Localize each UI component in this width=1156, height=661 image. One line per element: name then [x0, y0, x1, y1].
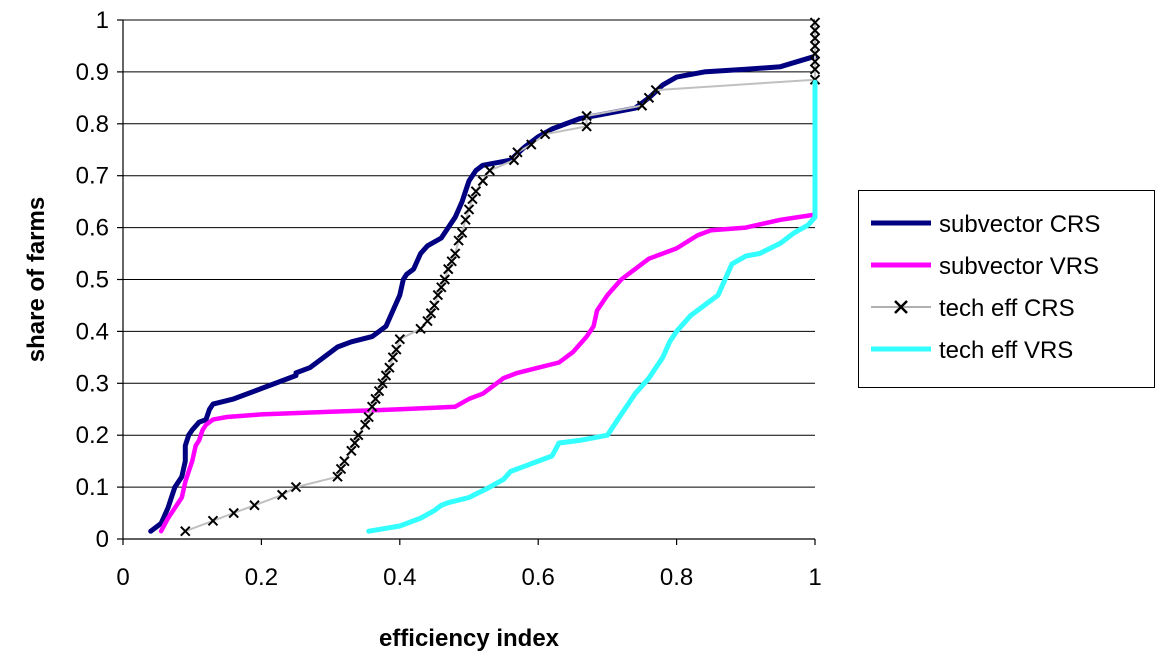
- series-point-tech-eff-crs-31: [446, 256, 457, 267]
- series-point-tech-eff-crs-6: [332, 471, 343, 482]
- legend-swatch-tech-eff-crs: [871, 300, 931, 314]
- series-point-tech-eff-crs-50: [809, 74, 821, 85]
- series-line-subvector-crs: [148, 53, 818, 534]
- series-point-tech-eff-crs-32: [449, 248, 461, 259]
- series-point-tech-eff-crs-21: [391, 344, 402, 355]
- y-tick-label-7: 0.7: [76, 163, 109, 190]
- y-tick-label-2: 0.2: [76, 422, 109, 449]
- x-tick-label-2: 0.4: [383, 564, 416, 591]
- series-point-tech-eff-crs-14: [366, 401, 378, 412]
- x-tick-label-5: 1: [808, 564, 821, 591]
- y-tick-label-1: 0.1: [76, 474, 109, 501]
- series-point-tech-eff-crs-15: [370, 393, 381, 405]
- y-tick-label-10: 1: [96, 7, 109, 34]
- x-tick-label-4: 0.8: [660, 564, 693, 591]
- legend-item-tech-eff-crs: tech eff CRS: [859, 287, 1154, 327]
- series-point-tech-eff-crs-25: [425, 308, 437, 319]
- series-point-tech-eff-crs-38: [470, 186, 482, 197]
- series-point-tech-eff-crs-11: [353, 429, 364, 441]
- series-point-tech-eff-crs-10: [349, 437, 361, 449]
- y-tick-label-4: 0.4: [76, 318, 109, 345]
- y-tick-label-5: 0.5: [76, 267, 109, 294]
- series-point-tech-eff-crs-30: [443, 263, 454, 275]
- series-point-tech-eff-crs-43: [526, 139, 537, 150]
- series-point-tech-eff-crs-35: [460, 214, 471, 226]
- series-point-tech-eff-crs-40: [484, 165, 495, 176]
- series-point-tech-eff-crs-5: [290, 481, 302, 493]
- x-tick-label-0: 0: [116, 564, 129, 591]
- series-point-tech-eff-crs-57: [809, 17, 821, 28]
- x-tick-label-3: 0.6: [522, 564, 555, 591]
- series-point-tech-eff-crs-24: [422, 315, 433, 327]
- series-point-tech-eff-crs-39: [477, 175, 489, 187]
- series-point-tech-eff-crs-29: [439, 274, 450, 285]
- series-point-tech-eff-crs-42: [512, 147, 523, 158]
- legend-item-subvector-crs: subvector CRS: [859, 203, 1154, 243]
- series-point-tech-eff-crs-28: [436, 282, 447, 293]
- series-point-tech-eff-crs-33: [453, 235, 464, 246]
- series-point-tech-eff-crs-0: [180, 526, 191, 537]
- series-point-tech-eff-crs-22: [394, 333, 406, 345]
- series-point-tech-eff-crs-27: [432, 289, 444, 301]
- series-point-tech-eff-crs-3: [249, 500, 260, 511]
- series-point-tech-eff-crs-51: [809, 64, 821, 75]
- series-point-tech-eff-crs-36: [463, 204, 475, 215]
- series-point-tech-eff-crs-26: [429, 300, 440, 311]
- series-point-tech-eff-crs-37: [467, 193, 478, 205]
- y-tick-label-3: 0.3: [76, 370, 109, 397]
- series-point-tech-eff-crs-55: [809, 32, 821, 44]
- series-point-tech-eff-crs-19: [384, 362, 395, 373]
- series-point-tech-eff-crs-1: [207, 515, 219, 527]
- series-point-tech-eff-crs-13: [363, 411, 374, 423]
- series-point-tech-eff-crs-56: [809, 25, 821, 36]
- series-line-tech-eff-crs: [184, 21, 816, 533]
- series-line-subvector-vrs: [158, 212, 818, 534]
- legend-label-subvector-vrs: subvector VRS: [939, 253, 1100, 280]
- y-tick-label-0: 0: [96, 526, 109, 553]
- series-point-tech-eff-crs-53: [809, 48, 821, 59]
- series-point-tech-eff-crs-45: [581, 121, 592, 132]
- series-point-tech-eff-crs-9: [346, 445, 357, 456]
- legend-swatch-tech-eff-vrs: [871, 346, 931, 352]
- series-point-tech-eff-crs-17: [377, 378, 388, 389]
- y-tick-label-6: 0.6: [76, 215, 109, 242]
- y-tick-label-8: 0.8: [76, 111, 109, 138]
- series-point-tech-eff-crs-41: [508, 154, 520, 166]
- legend-label-tech-eff-vrs: tech eff VRS: [939, 337, 1074, 364]
- series-line-tech-eff-vrs: [366, 79, 818, 534]
- series-point-tech-eff-crs-20: [387, 352, 399, 363]
- series-point-tech-eff-crs-49: [650, 84, 662, 96]
- y-tick-label-9: 0.9: [76, 59, 109, 86]
- series-point-tech-eff-crs-4: [276, 489, 288, 501]
- legend-swatch-subvector-crs: [871, 220, 931, 226]
- legend-label-tech-eff-crs: tech eff CRS: [939, 295, 1075, 322]
- legend: subvector CRS subvector VRS tech eff CRS…: [858, 190, 1155, 388]
- series-point-tech-eff-crs-8: [339, 455, 350, 467]
- series-point-tech-eff-crs-2: [228, 507, 239, 519]
- series-point-tech-eff-crs-54: [809, 40, 821, 52]
- series-point-tech-eff-crs-34: [456, 227, 468, 238]
- y-axis-title: share of farms: [23, 197, 50, 362]
- series-point-tech-eff-crs-52: [809, 56, 821, 67]
- series-point-tech-eff-crs-12: [359, 419, 371, 431]
- x-axis-title: efficiency index: [379, 625, 560, 652]
- legend-label-subvector-crs: subvector CRS: [939, 211, 1101, 238]
- series-point-tech-eff-crs-18: [380, 370, 392, 381]
- x-tick-label-1: 0.2: [245, 564, 278, 591]
- legend-swatch-subvector-vrs: [871, 262, 931, 268]
- legend-item-subvector-vrs: subvector VRS: [859, 245, 1154, 285]
- legend-item-tech-eff-vrs: tech eff VRS: [859, 329, 1154, 369]
- series-point-tech-eff-crs-16: [373, 385, 385, 397]
- series-point-tech-eff-crs-7: [335, 463, 347, 475]
- series-point-tech-eff-crs-44: [539, 128, 551, 140]
- series-point-tech-eff-crs-46: [581, 110, 592, 122]
